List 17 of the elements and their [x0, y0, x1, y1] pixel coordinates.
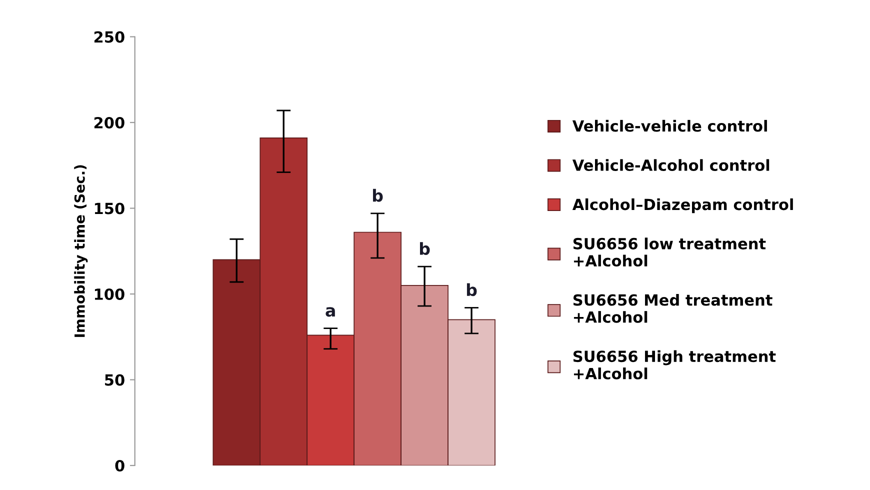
- legend-label: Vehicle-Alcohol control: [572, 159, 770, 171]
- y-tick-label: 0: [115, 460, 124, 472]
- data-label: b: [373, 188, 383, 202]
- legend-label: SU6656 low treatment +Alcohol: [573, 238, 766, 267]
- data-label: b: [420, 242, 430, 255]
- data-label: a: [326, 307, 335, 317]
- y-tick-label: 150: [94, 202, 124, 214]
- y-tick-label: 200: [94, 116, 124, 129]
- data-label: b: [466, 283, 477, 296]
- y-axis-title: Immobility time (Sec.): [74, 165, 88, 337]
- legend-label: Alcohol–Diazepam control: [572, 198, 793, 214]
- legend-label: SU6656 High treatment +Alcohol: [573, 350, 776, 380]
- legend-label: Vehicle-vehicle control: [572, 120, 767, 132]
- y-tick-label: 100: [94, 288, 124, 300]
- y-tick-label: 50: [105, 374, 124, 386]
- y-tick-label: 250: [94, 31, 124, 43]
- legend-label: SU6656 Med treatment +Alcohol: [573, 294, 772, 323]
